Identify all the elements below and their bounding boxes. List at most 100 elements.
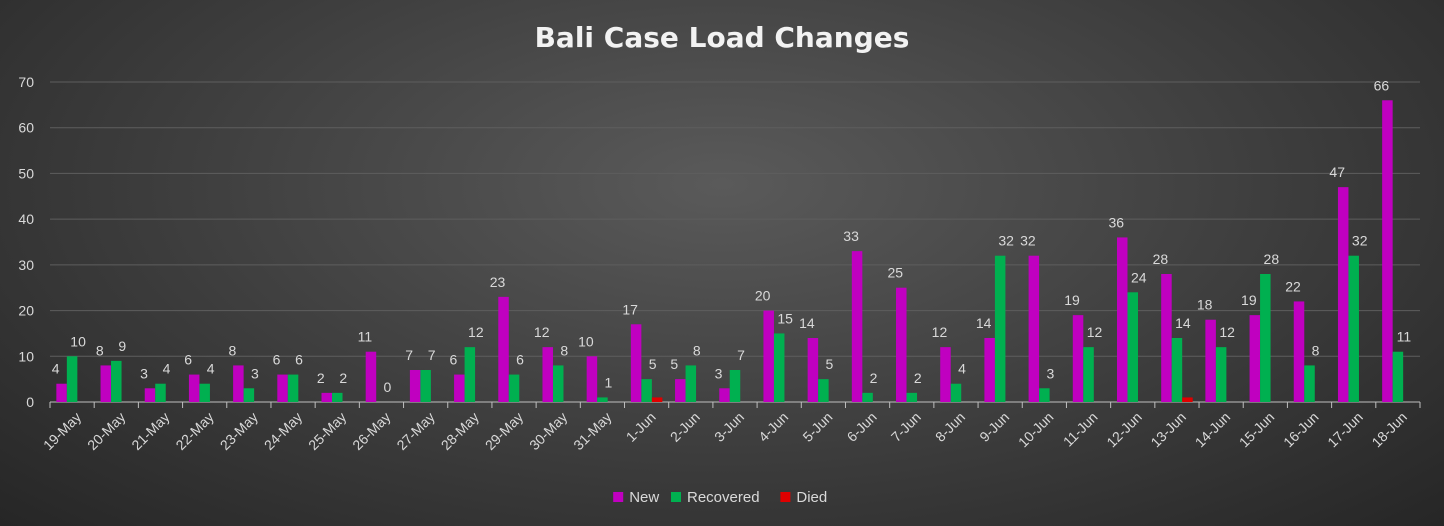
x-tick-label: 9-Jun	[976, 409, 1012, 445]
data-label-recovered: 1	[605, 374, 613, 390]
bar-died	[651, 397, 663, 402]
bar-recovered	[1304, 365, 1315, 402]
data-label-new: 8	[228, 342, 236, 358]
data-label-recovered: 12	[468, 324, 484, 340]
legend: New Recovered Died	[613, 489, 827, 506]
x-tick-label: 21-May	[128, 409, 172, 453]
x-axis-ticks: 19-May 20-May 21-May 22-May 23-May 24-May 25-M…	[40, 402, 1421, 453]
bar-recovered	[641, 379, 652, 402]
legend-label-new: New	[629, 489, 659, 506]
x-tick-label: 7-Jun	[888, 409, 924, 445]
data-label-new: 6	[273, 352, 281, 368]
bar-recovered	[1392, 351, 1404, 402]
data-label-new: 22	[1285, 278, 1301, 294]
bar-recovered	[1083, 347, 1094, 402]
x-tick-label: 11-Jun	[1060, 409, 1101, 450]
bar-new	[56, 383, 67, 402]
bar-recovered	[508, 374, 520, 402]
data-label-recovered: 12	[1087, 324, 1103, 340]
bar-died	[1182, 397, 1193, 402]
data-label-recovered: 7	[428, 347, 436, 363]
chart-title: Bali Case Load Changes	[535, 21, 910, 54]
data-label-recovered: 2	[870, 370, 878, 386]
data-label-recovered: 15	[777, 310, 793, 326]
bar-new	[1293, 301, 1305, 402]
data-label-new: 14	[976, 315, 992, 331]
data-label-new: 4	[52, 361, 60, 377]
data-label-recovered: 3	[1046, 365, 1054, 381]
legend-swatch-new	[613, 492, 624, 502]
bar-new	[1028, 255, 1040, 402]
bar-new	[586, 356, 598, 402]
y-tick-label: 30	[18, 257, 34, 273]
data-label-new: 6	[184, 352, 192, 368]
bar-new	[719, 388, 730, 402]
data-label-new: 11	[358, 329, 373, 345]
data-label-recovered: 28	[1264, 251, 1280, 267]
y-tick-label: 0	[26, 394, 34, 410]
data-label-recovered: 10	[70, 333, 86, 349]
data-label-new: 6	[449, 352, 457, 368]
x-tick-label: 14-Jun	[1192, 409, 1234, 451]
bar-new	[630, 324, 642, 402]
x-tick-label: 8-Jun	[932, 409, 968, 445]
x-tick-label: 19-May	[40, 409, 84, 453]
data-label-recovered: 8	[1312, 342, 1320, 358]
data-label-recovered: 2	[339, 370, 347, 386]
x-tick-label: 28-May	[438, 409, 482, 453]
bar-new	[1205, 319, 1216, 402]
data-label-new: 28	[1153, 251, 1169, 267]
bar-recovered	[773, 333, 785, 402]
bar-recovered	[597, 397, 608, 402]
x-tick-label: 12-Jun	[1103, 409, 1145, 451]
x-tick-label: 22-May	[172, 409, 216, 453]
bar-new	[896, 287, 907, 402]
data-label-recovered: 4	[207, 361, 215, 377]
bar-recovered	[1127, 292, 1138, 402]
x-tick-label: 10-Jun	[1015, 409, 1057, 451]
bar-recovered	[155, 383, 166, 402]
x-tick-label: 2-Jun	[667, 409, 703, 445]
legend-label-recovered: Recovered	[687, 489, 760, 506]
data-label-recovered: 2	[914, 370, 922, 386]
data-label-new: 18	[1197, 297, 1213, 313]
bar-new	[542, 347, 553, 402]
data-label-recovered: 8	[693, 342, 701, 358]
data-label-recovered: 6	[295, 352, 303, 368]
data-label-new: 19	[1064, 292, 1080, 308]
data-label-new: 8	[96, 342, 104, 358]
legend-swatch-died	[780, 492, 791, 502]
x-tick-label: 1-Jun	[623, 409, 659, 445]
x-tick-label: 31-May	[570, 409, 614, 453]
x-tick-label: 16-Jun	[1280, 409, 1322, 451]
data-label-new: 17	[622, 301, 638, 317]
data-label-recovered: 4	[958, 361, 966, 377]
bar-new	[100, 365, 112, 402]
bar-new	[1072, 315, 1084, 402]
data-label-recovered: 5	[825, 356, 833, 372]
bar-new	[807, 338, 819, 402]
x-tick-label: 3-Jun	[711, 409, 747, 445]
data-label-new: 19	[1241, 292, 1257, 308]
bar-recovered	[420, 370, 431, 402]
data-label-recovered: 9	[118, 338, 126, 354]
bar-recovered	[332, 392, 343, 402]
bar-new	[454, 374, 465, 402]
bar-recovered	[950, 383, 962, 402]
legend-swatch-recovered	[671, 492, 681, 502]
data-label-new: 47	[1329, 164, 1345, 180]
bar-new	[233, 365, 244, 402]
bar-new	[409, 370, 421, 402]
bar-new	[498, 296, 509, 402]
bar-recovered	[906, 392, 918, 402]
y-tick-label: 60	[18, 120, 34, 136]
x-tick-label: 17-Jun	[1324, 409, 1366, 451]
data-label-recovered: 0	[384, 379, 392, 395]
data-label-new: 66	[1374, 77, 1390, 93]
bar-new	[144, 388, 156, 402]
bar-recovered	[862, 392, 873, 402]
x-tick-label: 25-May	[305, 409, 349, 453]
data-label-new: 12	[534, 324, 550, 340]
